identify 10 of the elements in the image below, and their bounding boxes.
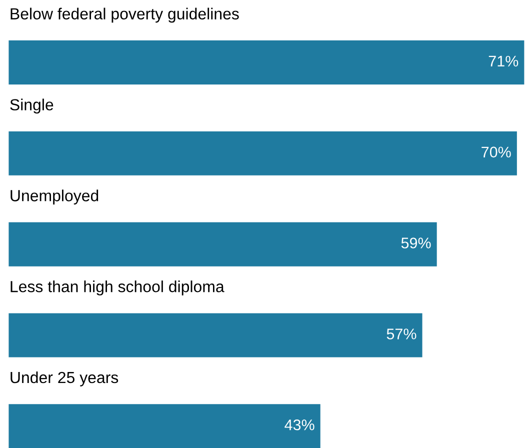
data-label: 71% — [488, 56, 518, 67]
y-tick-label: Below federal poverty guidelines — [10, 8, 239, 23]
y-tick-label: Single — [10, 98, 54, 114]
data-label: 70% — [482, 146, 511, 158]
y-tick-label: Under 25 years — [10, 371, 118, 386]
y-tick-label: Unemployed — [10, 190, 98, 204]
data-label: 57% — [386, 328, 416, 340]
data-label: 43% — [284, 419, 314, 430]
y-tick-label: Less than high school diploma — [10, 280, 224, 296]
data-label: 59% — [401, 238, 431, 248]
